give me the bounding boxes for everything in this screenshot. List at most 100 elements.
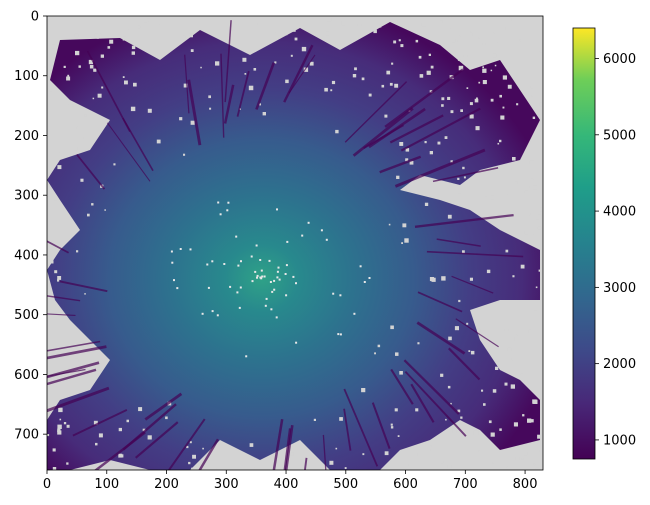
nodata-speck	[447, 464, 452, 468]
nodata-speck	[286, 240, 289, 243]
nodata-speck	[507, 347, 512, 351]
nodata-speck	[490, 69, 493, 72]
nodata-speck	[454, 326, 459, 331]
nodata-speck	[508, 17, 512, 21]
valley-channel	[389, 114, 444, 144]
nodata-speck	[499, 428, 502, 431]
nodata-speck	[87, 213, 90, 217]
nodata-speck	[520, 373, 523, 376]
nodata-speck	[290, 452, 294, 456]
nodata-speck	[502, 106, 505, 109]
nodata-speck	[482, 68, 487, 73]
nodata-speck	[511, 358, 514, 361]
nodata-speck	[502, 75, 507, 80]
plot-area	[47, 16, 543, 470]
nodata-speck	[344, 467, 347, 469]
nodata-speck	[533, 463, 536, 466]
nodata-speck	[362, 23, 365, 26]
nodata-speck	[285, 294, 288, 297]
nodata-speck	[458, 299, 461, 303]
nodata-speck	[131, 51, 135, 55]
nodata-speck	[490, 98, 494, 102]
nodata-speck	[254, 22, 258, 26]
nodata-speck	[535, 286, 538, 289]
nodata-speck	[182, 35, 186, 39]
nodata-speck	[324, 87, 328, 92]
nodata-speck	[524, 379, 528, 383]
nodata-speck	[66, 76, 71, 81]
nodata-speck	[228, 31, 231, 34]
nodata-speck	[183, 83, 188, 88]
nodata-speck	[57, 165, 62, 170]
nodata-speck	[50, 91, 53, 95]
nodata-speck	[259, 31, 263, 35]
nodata-speck	[398, 39, 401, 42]
nodata-speck	[95, 442, 98, 446]
nodata-speck	[441, 276, 446, 281]
nodata-speck	[219, 213, 222, 216]
nodata-speck	[522, 414, 525, 417]
colorbar-tick-label: 2000	[603, 357, 636, 372]
nodata-speck	[290, 54, 293, 57]
nodata-speck	[325, 31, 330, 36]
nodata-speck	[118, 427, 122, 432]
colorbar-tick-label: 4000	[603, 205, 636, 220]
colorbar-ticks: 1000 2000 3000 4000 5000 6000	[595, 52, 636, 448]
nodata-speck	[130, 106, 136, 112]
nodata-speck	[309, 61, 314, 66]
nodata-speck	[483, 403, 486, 406]
nodata-speck	[245, 355, 248, 358]
nodata-speck	[186, 445, 189, 449]
colorbar-tick-label: 1000	[603, 433, 636, 448]
nodata-speck	[457, 409, 461, 413]
nodata-speck	[362, 453, 365, 456]
nodata-speck	[457, 189, 462, 194]
nodata-speck	[492, 461, 495, 464]
nodata-speck	[453, 39, 458, 43]
valley-channel	[59, 280, 108, 293]
valley-channel	[288, 54, 316, 94]
nodata-speck	[353, 312, 356, 315]
nodata-speck	[277, 266, 280, 269]
nodata-speck	[179, 248, 182, 250]
nodata-speck	[510, 384, 515, 389]
nodata-speck	[378, 24, 382, 28]
valley-channel	[410, 383, 435, 423]
nodata-speck	[520, 264, 525, 269]
nodata-speck	[527, 418, 532, 423]
nodata-speck	[504, 382, 508, 386]
nodata-speck	[58, 407, 63, 413]
nodata-speck	[284, 273, 287, 275]
nodata-speck	[47, 75, 50, 78]
nodata-speck	[273, 279, 276, 282]
nodata-speck	[506, 466, 509, 469]
nodata-speck	[144, 19, 148, 23]
nodata-speck	[263, 275, 266, 278]
y-tick-label: 100	[14, 69, 39, 84]
nodata-speck	[260, 277, 263, 280]
nodata-speck	[529, 160, 535, 165]
nodata-speck	[275, 316, 278, 319]
nodata-speck	[253, 68, 257, 71]
nodata-speck	[104, 209, 106, 211]
nodata-speck	[516, 103, 519, 106]
nodata-speck	[238, 306, 241, 309]
nodata-speck	[113, 163, 116, 166]
nodata-speck	[463, 54, 468, 58]
nodata-speck	[301, 46, 307, 52]
nodata-speck	[183, 153, 186, 156]
nodata-speck	[394, 83, 399, 88]
valley-channel	[352, 107, 414, 157]
nodata-speck	[202, 447, 204, 450]
valley-channel	[343, 408, 352, 451]
nodata-speck	[496, 40, 499, 43]
valley-channel	[344, 81, 408, 143]
nodata-speck	[499, 94, 502, 98]
nodata-speck	[486, 269, 491, 274]
valley-channel	[47, 295, 81, 302]
nodata-speck	[390, 325, 394, 330]
nodata-speck	[418, 55, 422, 59]
nodata-speck	[165, 416, 168, 420]
valley-channel	[384, 68, 464, 128]
nodata-speck	[126, 419, 129, 423]
